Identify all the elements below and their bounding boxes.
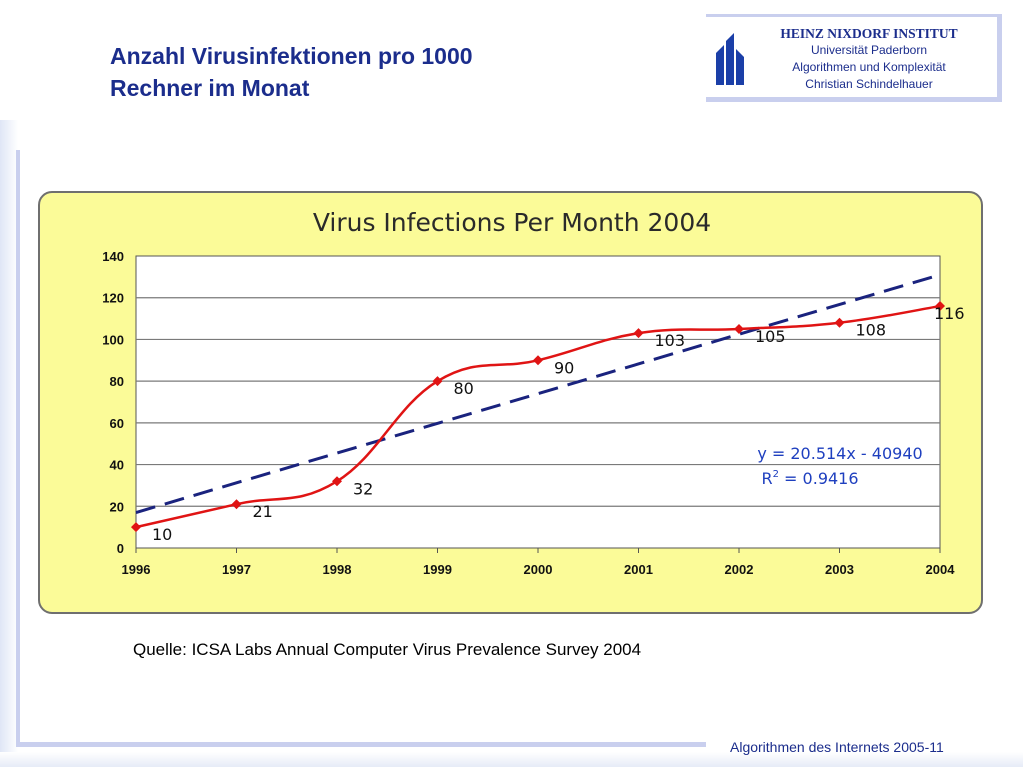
y-tick-label: 80 [110,374,124,389]
data-label: 32 [353,479,373,498]
x-tick-label: 2004 [926,562,956,577]
slide-title: Anzahl Virusinfektionen pro 1000 Rechner… [110,40,630,104]
data-label: 105 [755,327,786,346]
trendline-group [135,273,941,514]
source-note: Quelle: ICSA Labs Annual Computer Virus … [133,640,642,659]
data-labels-group: 10 21 32 80 90 103 105 108 116 [152,304,965,544]
trend-r2-text: R2 = 0.9416 [761,469,858,488]
x-tick-label: 1997 [222,562,251,577]
chart-title: Virus Infections Per Month 2004 [313,208,711,237]
x-axis-ticks: 1996 1997 1998 1999 2000 2001 2002 2003 2004 [122,548,956,577]
x-tick-label: 1996 [122,562,151,577]
institute-line2: Algorithmen und Komplexität [792,60,946,74]
bottom-glow [0,752,1023,767]
y-tick-label: 140 [102,249,124,264]
institute-header: HEINZ NIXDORF INSTITUT Universität Pader… [706,14,1002,102]
institute-name: HEINZ NIXDORF INSTITUT [780,26,958,41]
data-label: 108 [856,321,887,340]
r2-label: R [761,469,772,488]
x-tick-label: 1999 [423,562,452,577]
data-point-1999 [432,376,443,387]
chart-svg: Virus Infections Per Month 2004 0 20 40 60 8… [102,208,965,577]
trend-equation-text: y = 20.514x - 40940 [757,444,922,463]
y-tick-label: 40 [110,458,124,473]
x-tick-label: 1998 [323,562,352,577]
y-tick-label: 0 [117,541,124,556]
frame-left-bar [16,150,20,746]
left-glow [0,120,18,767]
institute-text: HEINZ NIXDORF INSTITUT Universität Pader… [756,25,982,93]
y-tick-label: 100 [102,332,124,347]
chart-panel: Virus Infections Per Month 2004 0 20 40 60 8… [38,191,983,614]
data-label: 21 [253,502,273,521]
data-point-1996 [131,522,141,533]
institute-line3: Christian Schindelhauer [805,77,933,91]
data-point-2001 [633,328,644,339]
x-tick-label: 2002 [725,562,754,577]
r2-value: = 0.9416 [779,469,859,488]
data-label: 80 [454,379,474,398]
x-tick-label: 2003 [825,562,854,577]
institute-logo-icon [716,33,744,85]
institute-line1: Universität Paderborn [810,43,928,57]
slide-title-line2: Rechner im Monat [110,75,310,101]
y-tick-label: 60 [110,416,124,431]
trendline [135,273,941,514]
data-label: 103 [655,331,686,350]
frame-bottom-bar [16,742,706,747]
slide-title-line1: Anzahl Virusinfektionen pro 1000 [110,43,473,69]
data-label: 90 [554,358,574,377]
r2-superscript: 2 [773,469,779,480]
series-group [131,301,945,533]
data-point-2002 [734,324,744,334]
trend-equation: y = 20.514x - 40940 R2 = 0.9416 [757,444,922,488]
y-tick-label: 120 [102,291,124,306]
y-axis-ticks: 0 20 40 60 80 100 120 140 [102,249,124,556]
data-point-2003 [834,317,845,328]
data-label: 116 [934,304,965,323]
footer-text: Algorithmen des Internets 2005-11 [730,739,944,755]
data-point-1997 [231,499,242,510]
data-point-2004 [935,301,945,312]
y-tick-label: 20 [110,499,124,514]
x-tick-label: 2001 [624,562,653,577]
data-point-1998 [332,476,342,487]
x-tick-label: 2000 [524,562,553,577]
data-point-2000 [533,355,543,366]
data-label: 10 [152,525,172,544]
